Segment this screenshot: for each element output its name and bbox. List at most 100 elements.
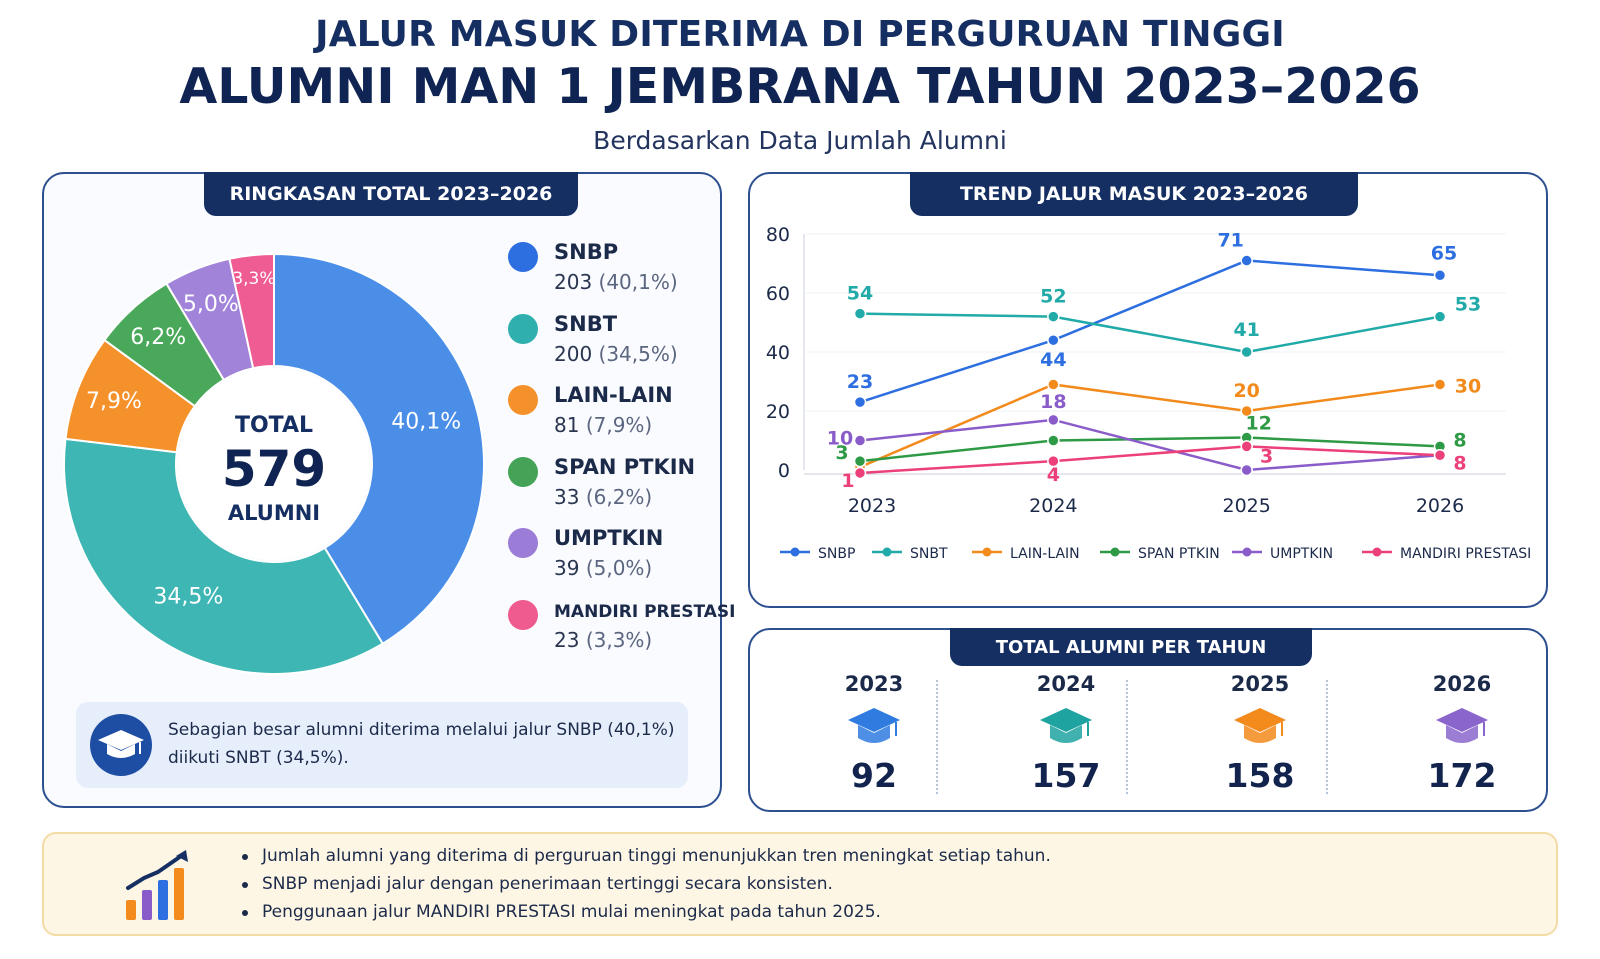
trend-point [1240,440,1253,453]
trend-legend-label: MANDIRI PRESTASI [1400,546,1531,562]
trend-data-label: 41 [1233,319,1259,341]
legend-percent: (34,5%) [598,341,678,366]
graduation-cap-icon [1234,708,1286,743]
trend-legend-dot [882,547,892,557]
legend-value: 23 (3,3%) [554,628,652,652]
legend-count: 39 [554,556,586,580]
legend-count: 81 [554,413,586,437]
trend-point [1433,269,1447,282]
trend-point [853,466,867,480]
trend-point [1047,454,1060,468]
per-year-separator [1126,680,1128,794]
summary-note-text: Sebagian besar alumni diterima melalui j… [168,720,675,768]
per-year-year: 2024 [1036,672,1096,696]
donut-slice-label: 40,1% [391,410,461,435]
insight-item: Penggunaan jalur MANDIRI PRESTASI mulai … [240,898,1051,926]
insights-list: Jumlah alumni yang diterima di perguruan… [240,842,1051,926]
legend-percent: (5,0%) [585,556,653,580]
donut-slice-snbp [273,252,485,646]
trend-point [1433,310,1447,323]
trend-point [1047,434,1060,447]
insight-item: Jumlah alumni yang diterima di perguruan… [240,842,1051,870]
trend-point [1047,413,1060,427]
graduation-cap-icon [90,714,152,776]
legend-count: 33 [554,484,586,509]
per-year-item: 2024 157 [968,668,1164,808]
per-year-year: 2023 [844,672,904,696]
trend-heading: TREND JALUR MASUK 2023–2026 [910,172,1358,216]
trend-data-label: 71 [1217,230,1243,252]
per-year-year: 2026 [1432,672,1492,696]
legend-name: MANDIRI PRESTASI [554,601,736,622]
legend-dot [508,528,538,558]
x-tick-label: 2023 [848,495,896,517]
y-tick-label: 20 [766,401,790,423]
trend-line-snbt [859,312,1441,354]
per-year-item: 2023 92 [776,668,972,808]
legend-value: 203 (40,1%) [554,270,678,294]
graduation-cap-icon [1436,708,1488,743]
per-year-separator [936,680,938,794]
trend-data-label: 4 [1047,464,1060,486]
trend-legend-dot [790,547,800,557]
trend-data-label: 10 [827,428,853,450]
donut-center-bottom: ALUMNI [228,501,320,525]
legend-percent: (3,3%) [585,627,653,652]
legend-dot [508,599,538,630]
trend-point [853,395,867,409]
trend-line-lain-lain [859,383,1441,469]
y-tick-label: 0 [778,460,790,482]
per-year-heading: TOTAL ALUMNI PER TAHUN [950,628,1312,666]
trend-data-label: 53 [1455,294,1481,316]
trend-legend-dot [982,547,992,557]
legend-percent: (7,9%) [585,413,653,437]
trend-data-label: 1 [841,470,854,492]
trend-legend-label: SNBP [818,546,855,562]
donut-slice-label: 5,0% [183,292,239,317]
trend-point [1047,333,1060,347]
trend-point [1433,378,1447,391]
x-tick-label: 2025 [1222,495,1270,517]
per-year-year: 2025 [1230,672,1290,696]
legend-name: UMPTKIN [554,526,664,550]
y-tick-label: 60 [766,283,790,305]
trend-data-label: 44 [1040,349,1066,371]
trend-point [1047,378,1060,391]
legend-name: LAIN-LAIN [554,383,673,407]
donut-center [178,368,370,560]
legend-name: SNBT [554,311,618,336]
legend-percent: (40,1%) [598,270,678,294]
insight-item: SNBP menjadi jalur dengan penerimaan ter… [240,870,1051,898]
trend-legend-label: SPAN PTKIN [1138,546,1220,562]
per-year-separator [1326,680,1328,794]
per-year-value: 157 [1031,756,1101,795]
trend-point [1240,463,1253,477]
growth-chart-icon [126,850,188,920]
legend-value: 81 (7,9%) [554,413,652,437]
y-tick-label: 40 [766,342,790,364]
trend-point [1240,404,1253,418]
x-tick-label: 2026 [1416,495,1464,517]
summary-note: Sebagian besar alumni diterima melalui j… [76,702,688,788]
trend-legend-label: LAIN-LAIN [1010,546,1080,562]
trend-data-label: 65 [1431,242,1457,264]
summary-heading: RINGKASAN TOTAL 2023–2026 [204,172,578,216]
trend-point [1240,345,1253,359]
donut-slice-label: 6,2% [130,325,186,350]
trend-point [1047,310,1060,323]
per-year-value: 92 [851,756,897,795]
legend-value: 33 (6,2%) [554,485,652,509]
trend-data-label: 20 [1233,380,1259,402]
trend-point [1433,449,1447,462]
trend-data-label: 18 [1040,391,1066,413]
legend-dot [508,313,538,344]
legend-dot [508,385,538,415]
trend-legend-label: SNBT [910,546,948,562]
legend-dot [508,242,538,272]
per-year-item: 2025 158 [1162,668,1358,808]
trend-legend-dot [1242,547,1252,557]
per-year-value: 172 [1427,756,1497,795]
page-title-line2: ALUMNI MAN 1 JEMBRANA TAHUN 2023–2026 [179,58,1421,115]
